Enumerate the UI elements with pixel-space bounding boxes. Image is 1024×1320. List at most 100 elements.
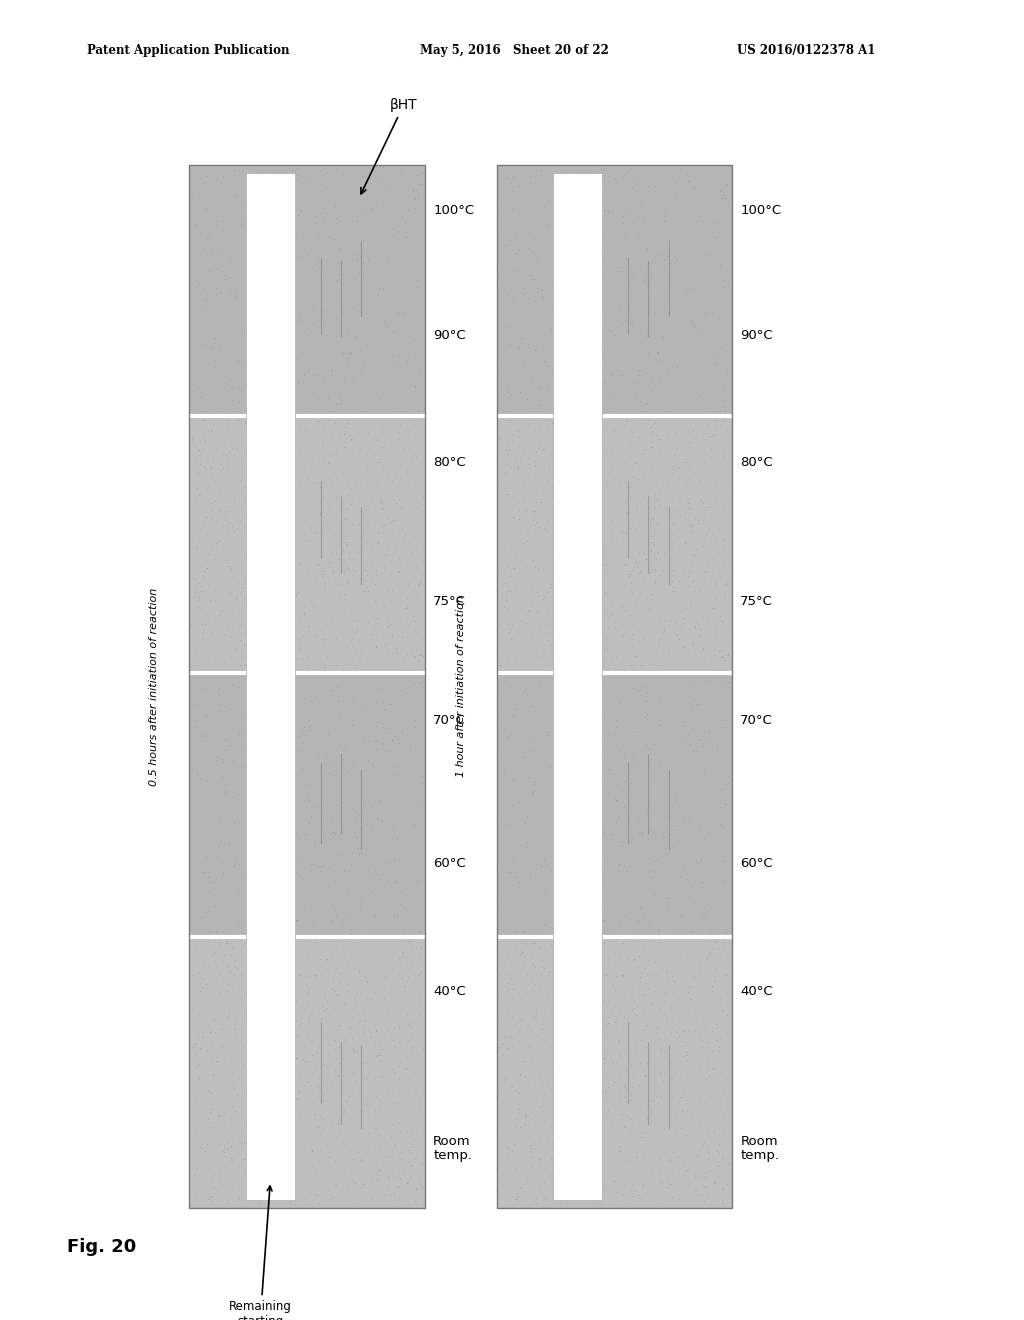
Point <box>637 574 653 595</box>
Point <box>332 392 348 413</box>
Point <box>585 1152 601 1173</box>
Point <box>203 462 219 483</box>
Point <box>217 549 233 570</box>
Point <box>276 482 293 503</box>
Point <box>578 1010 594 1031</box>
Point <box>715 1119 731 1140</box>
Point <box>554 601 570 622</box>
Point <box>512 1063 528 1084</box>
Point <box>384 354 400 375</box>
Point <box>658 1010 675 1031</box>
Point <box>648 1155 665 1176</box>
Point <box>702 243 719 264</box>
Point <box>262 990 279 1011</box>
Point <box>515 214 531 235</box>
Point <box>610 1135 627 1156</box>
Point <box>299 421 315 442</box>
Point <box>553 649 569 671</box>
Point <box>394 680 411 701</box>
Point <box>492 428 508 449</box>
Point <box>527 834 544 855</box>
Point <box>637 1065 653 1086</box>
Point <box>660 626 677 647</box>
Point <box>668 742 684 763</box>
Point <box>259 1082 275 1104</box>
Point <box>520 337 537 358</box>
Point <box>338 318 354 339</box>
Point <box>215 1134 231 1155</box>
Point <box>201 862 217 883</box>
Point <box>395 529 412 550</box>
Point <box>639 964 655 985</box>
Point <box>522 768 539 789</box>
Point <box>593 430 609 451</box>
Point <box>649 1022 666 1043</box>
Point <box>518 498 535 519</box>
Point <box>594 1193 610 1214</box>
Point <box>236 282 252 304</box>
Point <box>603 397 620 418</box>
Point <box>391 160 408 181</box>
Point <box>707 953 723 974</box>
Point <box>322 180 338 201</box>
Point <box>193 380 209 401</box>
Point <box>714 611 730 632</box>
Point <box>500 581 516 602</box>
Point <box>598 416 614 437</box>
Point <box>666 787 682 808</box>
Point <box>213 251 229 272</box>
Point <box>370 536 386 557</box>
Point <box>547 1167 563 1188</box>
Point <box>407 1148 423 1170</box>
Point <box>202 1081 218 1102</box>
Point <box>207 610 223 631</box>
Point <box>189 573 206 594</box>
Point <box>621 605 637 626</box>
Point <box>374 170 390 191</box>
Point <box>346 821 362 842</box>
Point <box>551 758 567 779</box>
Point <box>374 562 390 583</box>
Point <box>499 234 515 255</box>
Point <box>542 577 558 598</box>
Point <box>527 698 544 719</box>
Point <box>587 1129 603 1150</box>
Point <box>496 1044 512 1065</box>
Point <box>259 668 275 689</box>
Point <box>556 249 572 271</box>
Point <box>537 195 553 216</box>
Point <box>279 380 295 401</box>
Point <box>228 920 245 941</box>
Point <box>718 288 734 309</box>
Point <box>703 524 720 545</box>
Point <box>204 1094 220 1115</box>
Point <box>570 775 587 796</box>
Point <box>513 1176 529 1197</box>
Point <box>614 166 631 187</box>
Point <box>605 385 622 407</box>
Point <box>689 614 706 635</box>
Point <box>665 570 681 591</box>
Point <box>399 199 416 220</box>
Point <box>339 660 355 681</box>
Point <box>343 478 359 499</box>
Point <box>204 1031 220 1052</box>
Point <box>593 552 609 573</box>
Point <box>257 381 273 403</box>
Point <box>679 449 695 470</box>
Point <box>228 1084 245 1105</box>
Point <box>657 816 674 837</box>
Point <box>679 491 695 512</box>
Point <box>396 524 413 545</box>
Point <box>296 321 312 342</box>
Point <box>246 894 262 915</box>
Point <box>644 421 660 442</box>
Point <box>411 904 427 925</box>
Point <box>636 438 652 459</box>
Point <box>647 883 664 904</box>
Point <box>665 1068 681 1089</box>
Point <box>554 964 570 985</box>
Point <box>603 603 620 624</box>
Point <box>188 214 205 235</box>
Point <box>263 345 280 366</box>
